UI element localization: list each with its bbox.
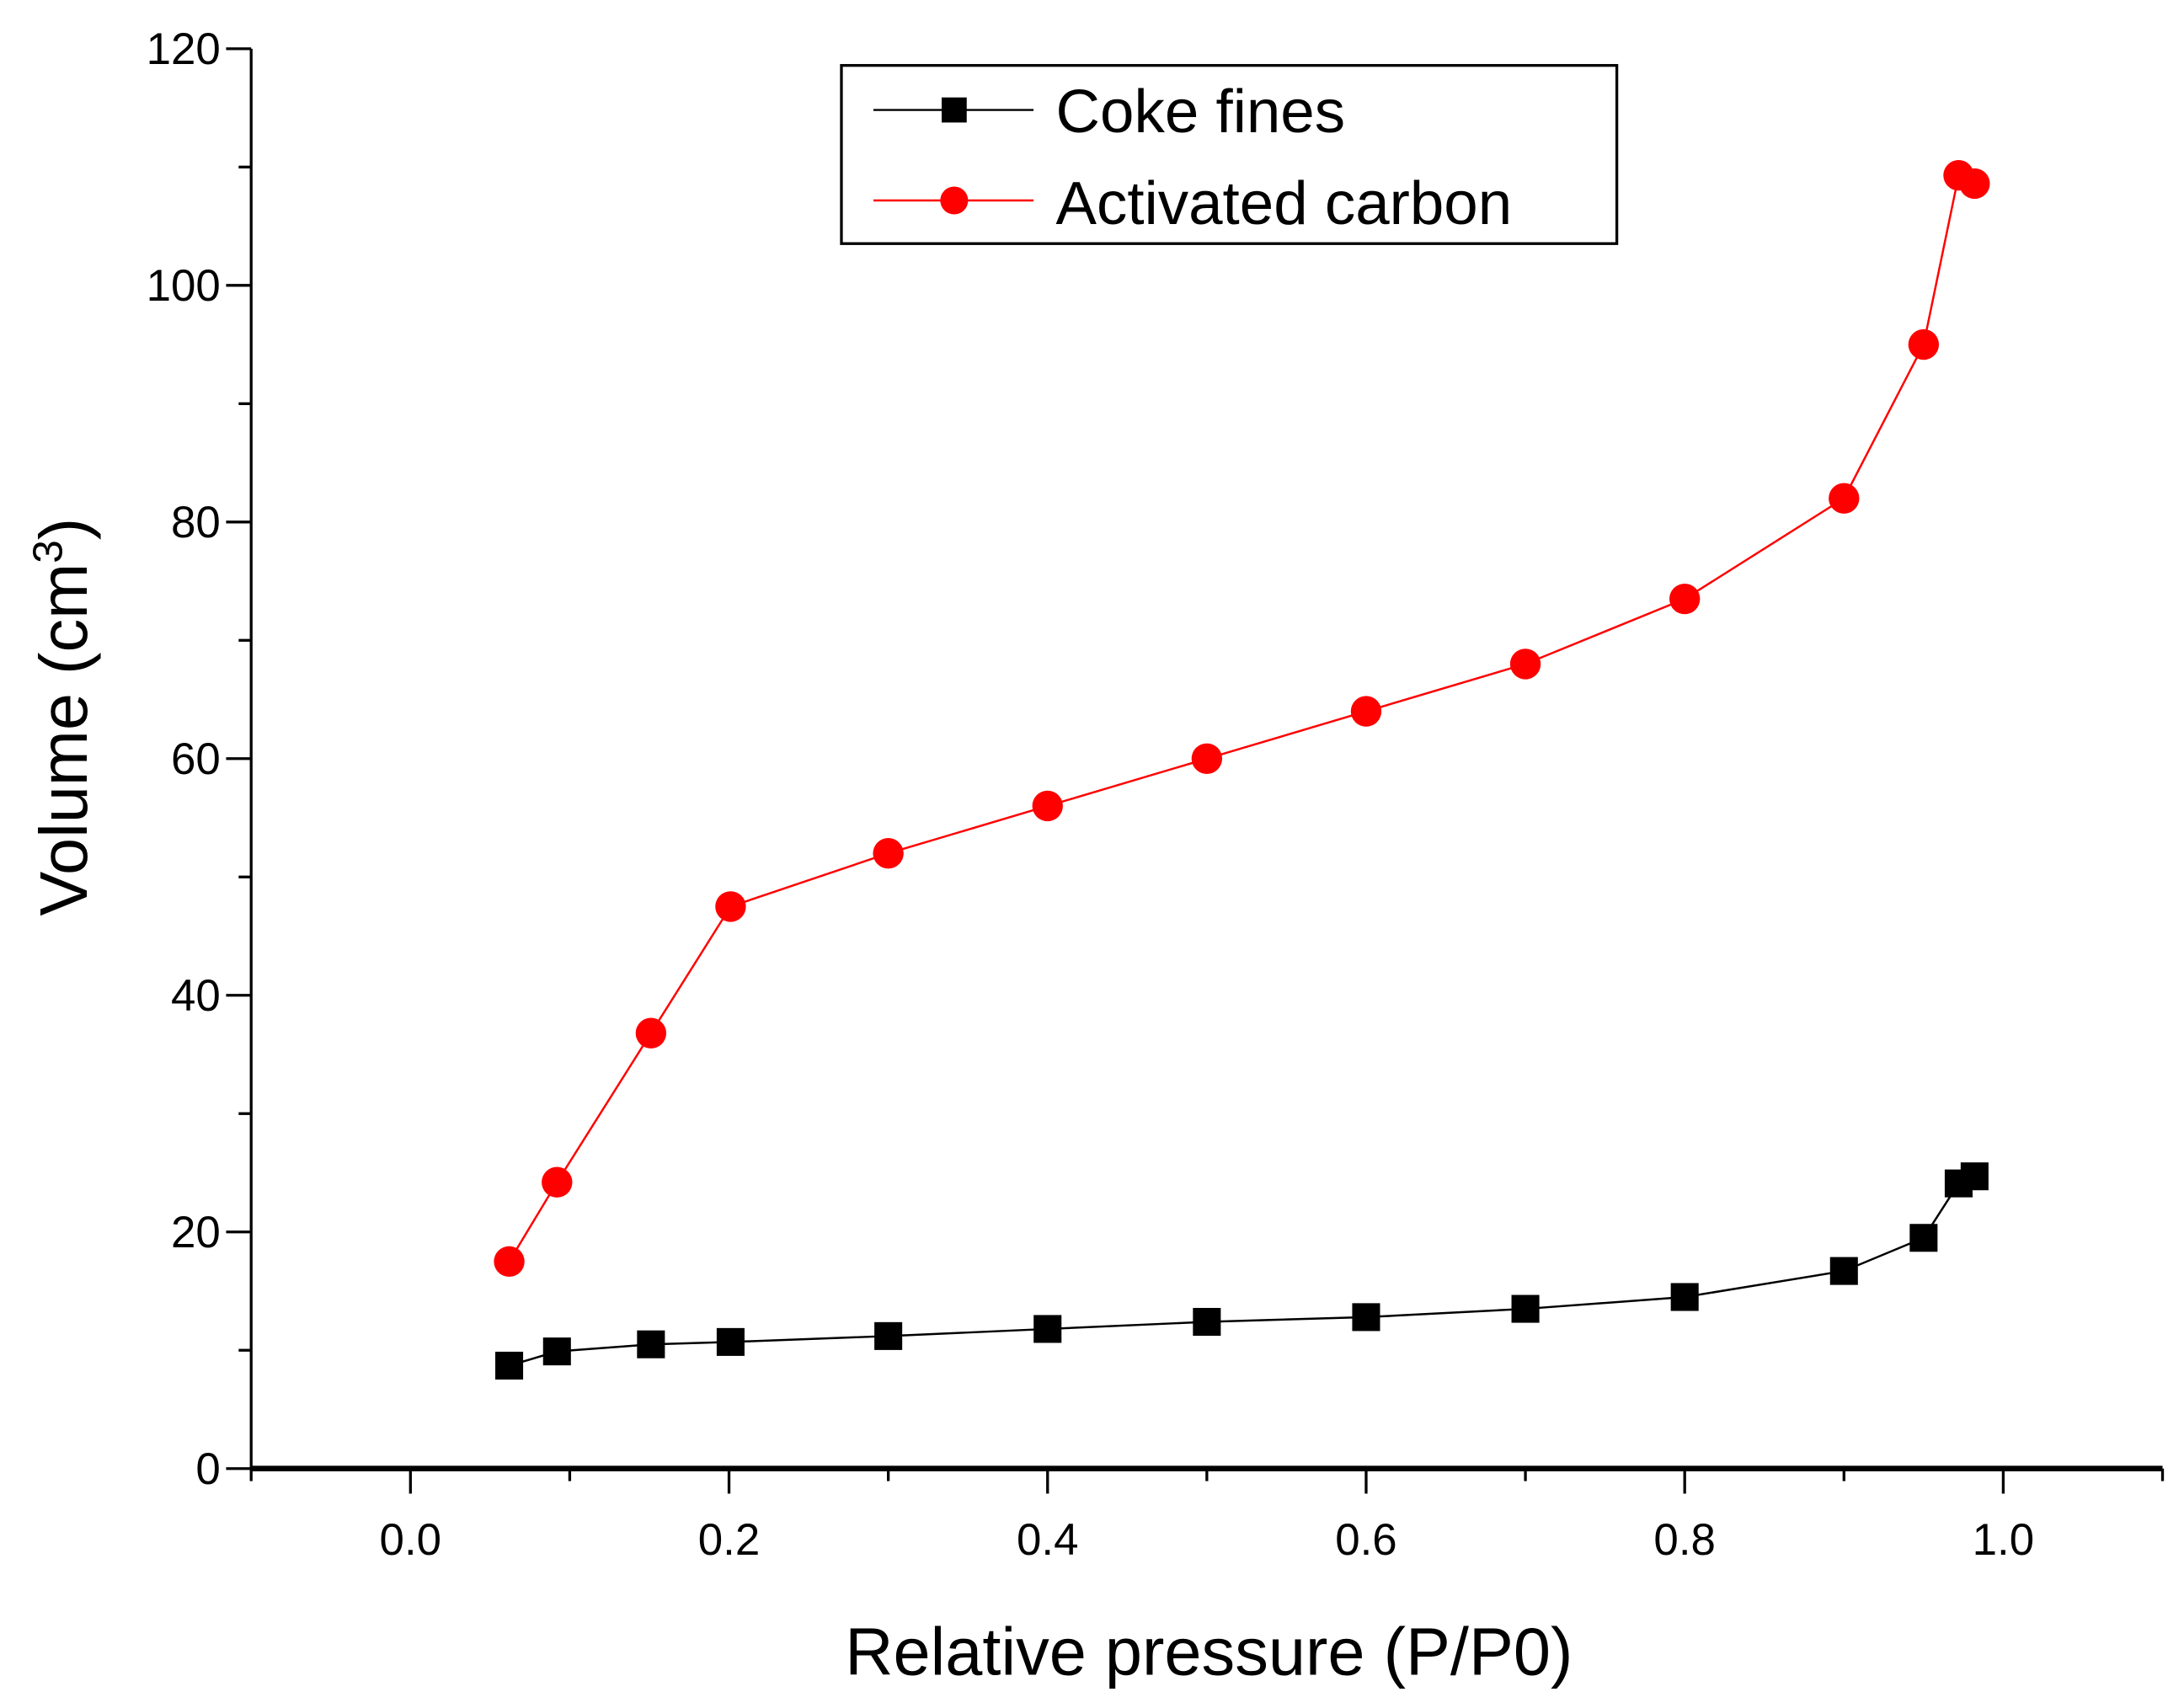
data-point-coke-fines xyxy=(1829,1257,1858,1285)
legend-marker-circle xyxy=(940,186,969,215)
x-tick-label: 0.8 xyxy=(1653,1515,1716,1565)
y-tick-label: 20 xyxy=(171,1208,221,1257)
data-point-coke-fines xyxy=(1511,1294,1540,1323)
series-layer xyxy=(494,159,1990,1380)
data-point-activated-carbon xyxy=(1191,743,1223,774)
data-point-activated-carbon xyxy=(1509,649,1541,680)
y-tick-label: 0 xyxy=(195,1444,220,1494)
data-point-activated-carbon xyxy=(715,891,746,922)
legend: Coke fines Activated carbon xyxy=(840,64,1619,245)
data-point-activated-carbon xyxy=(1959,168,1990,200)
y-tick-label: 120 xyxy=(147,24,221,74)
data-point-activated-carbon xyxy=(1829,483,1860,514)
data-point-activated-carbon xyxy=(1908,328,1940,360)
legend-box xyxy=(840,64,1619,245)
data-point-coke-fines xyxy=(637,1330,665,1358)
y-tick-label: 40 xyxy=(171,971,221,1021)
y-tick-label: 100 xyxy=(147,261,221,311)
y-axis-label: Volume (cm3) xyxy=(24,518,101,916)
data-point-coke-fines xyxy=(1193,1307,1221,1337)
data-point-activated-carbon xyxy=(494,1246,525,1278)
legend-marker-square xyxy=(941,97,967,123)
data-point-coke-fines xyxy=(1909,1224,1938,1252)
x-tick-label: 0.4 xyxy=(1017,1515,1079,1565)
x-axis-label: Relative pressure (P/P0) xyxy=(845,1614,1573,1689)
y-tick-label: 60 xyxy=(171,734,221,784)
data-point-activated-carbon xyxy=(1669,583,1701,615)
data-point-coke-fines xyxy=(874,1321,903,1350)
data-point-coke-fines xyxy=(495,1351,524,1380)
x-tick-label: 1.0 xyxy=(1973,1515,2035,1565)
data-point-coke-fines xyxy=(716,1327,745,1356)
y-tick-label: 80 xyxy=(171,498,221,547)
data-point-coke-fines xyxy=(1670,1283,1699,1311)
y-axis-label-close: ) xyxy=(26,518,101,540)
data-point-coke-fines xyxy=(1033,1315,1062,1343)
data-point-activated-carbon xyxy=(873,837,904,869)
y-axis-label-sup: 3 xyxy=(24,540,71,563)
x-tick-label: 0.0 xyxy=(380,1515,442,1565)
y-axis-label-main: Volume (cm xyxy=(26,563,101,916)
x-tick-label: 0.6 xyxy=(1335,1515,1397,1565)
series-line-activated-carbon xyxy=(508,173,1975,1262)
data-point-coke-fines xyxy=(542,1337,571,1366)
axes: 0.0 0.2 0.4 0.6 0.8 1.0 0 20 40 60 80 100 120 xyxy=(147,24,2165,1565)
data-point-coke-fines xyxy=(1960,1162,1989,1191)
data-point-coke-fines xyxy=(1352,1303,1380,1332)
data-point-activated-carbon xyxy=(1032,790,1063,822)
x-tick-label: 0.2 xyxy=(698,1515,761,1565)
legend-label-coke-fines: Coke fines xyxy=(1056,77,1346,146)
data-point-activated-carbon xyxy=(1350,696,1382,727)
data-point-activated-carbon xyxy=(635,1017,667,1049)
data-point-activated-carbon xyxy=(542,1166,573,1198)
legend-label-activated-carbon: Activated carbon xyxy=(1056,169,1513,238)
